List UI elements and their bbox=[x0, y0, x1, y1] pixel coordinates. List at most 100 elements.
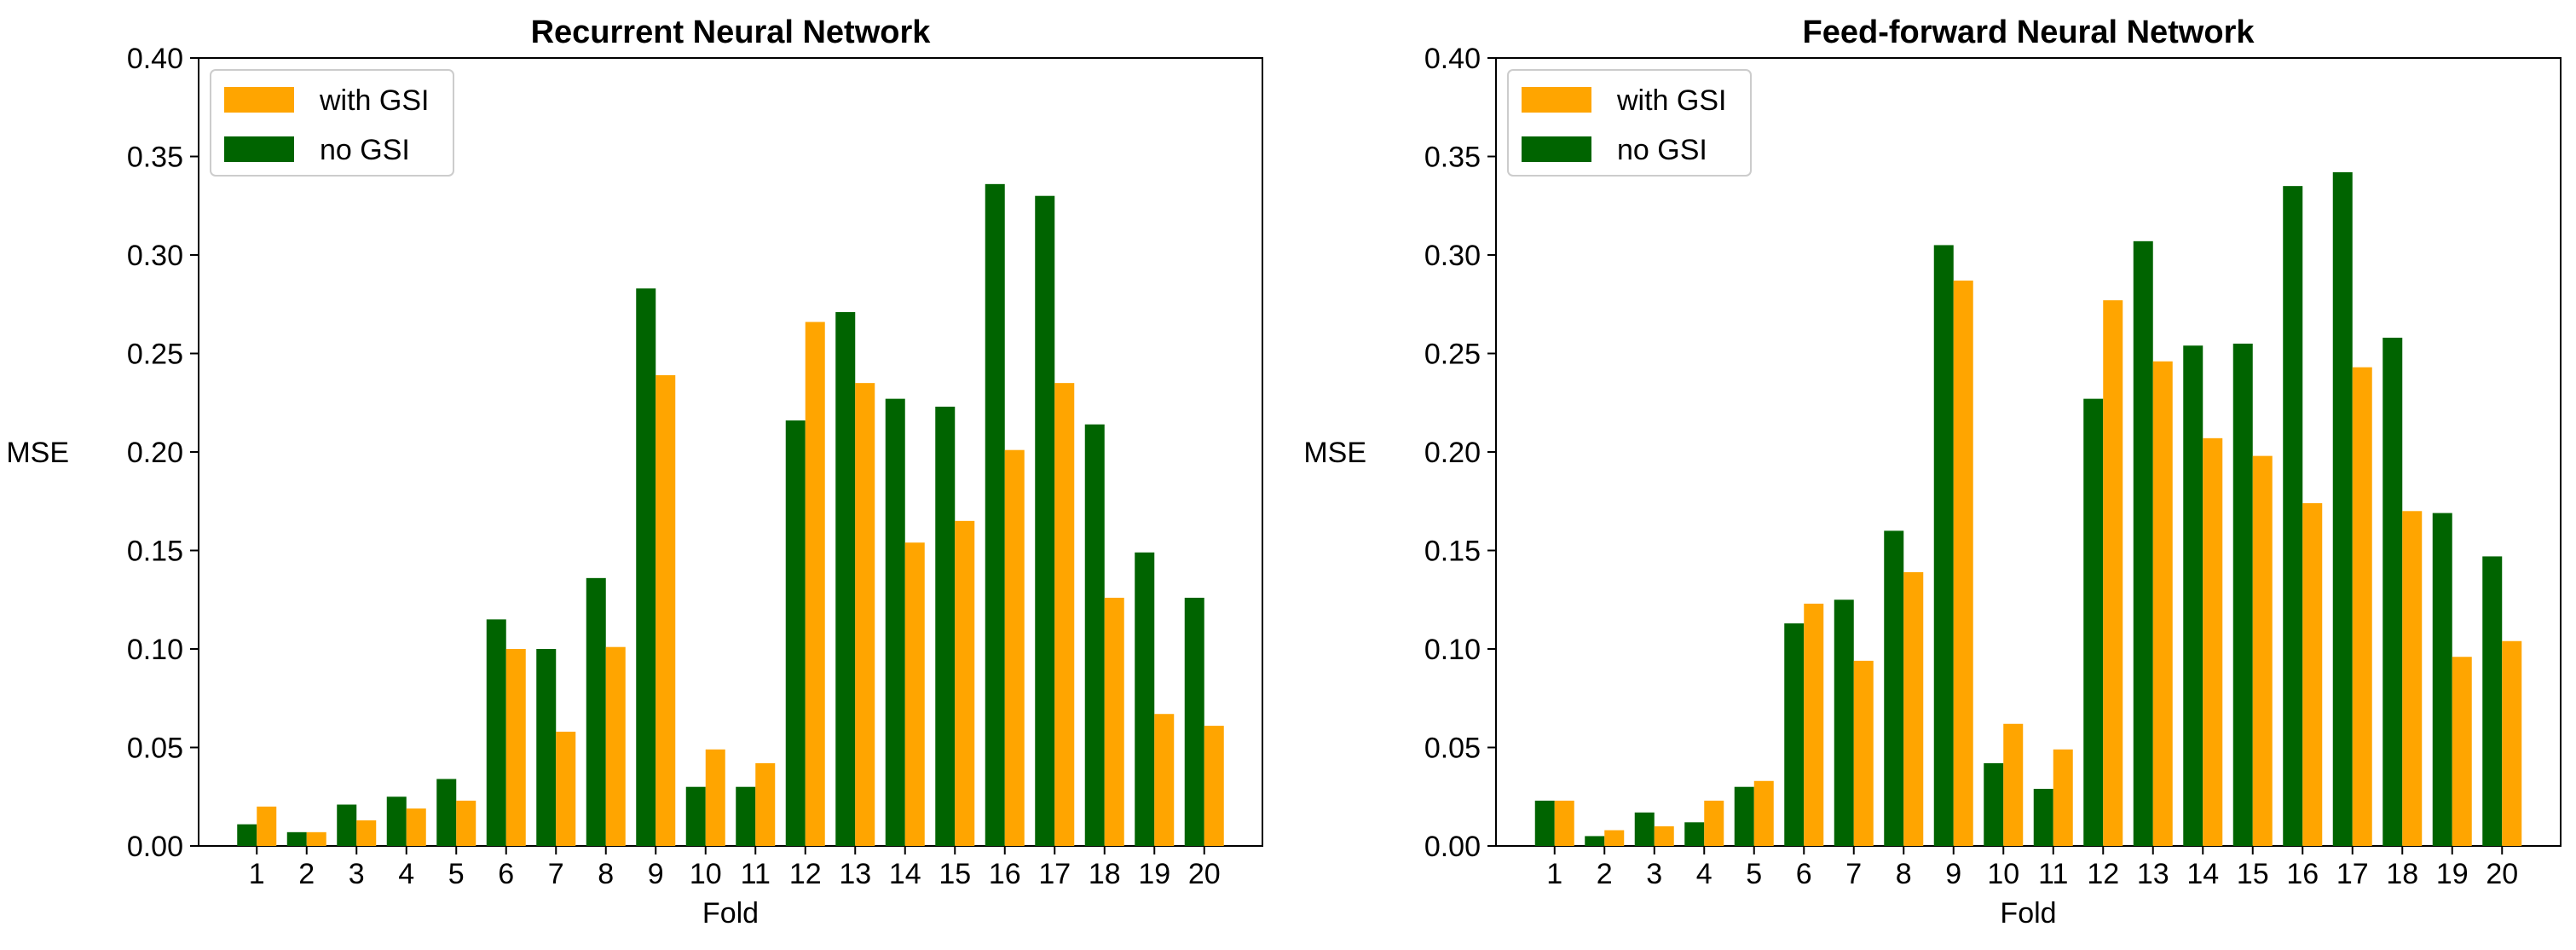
x-tick-label: 17 bbox=[2336, 858, 2369, 890]
x-tick-label: 16 bbox=[2286, 858, 2319, 890]
x-tick-label: 2 bbox=[298, 858, 315, 890]
x-tick-label: 19 bbox=[2436, 858, 2469, 890]
bar-no-gsi-fold-14 bbox=[2183, 345, 2203, 846]
y-tick-label: 0.25 bbox=[1424, 339, 1481, 371]
bar-no-gsi-fold-5 bbox=[1734, 786, 1754, 846]
x-tick-label: 1 bbox=[249, 858, 265, 890]
x-tick-label: 10 bbox=[690, 858, 722, 890]
bar-with-gsi-fold-11 bbox=[755, 762, 776, 846]
bar-with-gsi-fold-17 bbox=[1054, 383, 1075, 846]
bar-no-gsi-fold-9 bbox=[636, 288, 656, 846]
bar-no-gsi-fold-9 bbox=[1933, 245, 1954, 846]
bar-no-gsi-fold-15 bbox=[2232, 343, 2253, 846]
bar-no-gsi-fold-6 bbox=[1784, 623, 1805, 846]
bar-no-gsi-fold-20 bbox=[1184, 597, 1204, 846]
y-tick-label: 0.10 bbox=[127, 634, 183, 666]
x-tick-label: 6 bbox=[1796, 858, 1812, 890]
chart-panel-1: Recurrent Neural Network 0.00 0.05 0.10 0.15… bbox=[6, 14, 1263, 930]
y-axis-label: MSE bbox=[6, 437, 69, 469]
bar-with-gsi-fold-5 bbox=[456, 800, 477, 846]
bar-with-gsi-fold-19 bbox=[2452, 657, 2472, 846]
bar-no-gsi-fold-18 bbox=[2383, 338, 2403, 846]
bar-with-gsi-fold-6 bbox=[1804, 603, 1824, 846]
bar-no-gsi-fold-11 bbox=[736, 786, 756, 846]
x-tick-label: 17 bbox=[1038, 858, 1071, 890]
bar-no-gsi-fold-20 bbox=[2482, 556, 2503, 846]
bar-no-gsi-fold-3 bbox=[337, 804, 357, 846]
x-tick-label: 18 bbox=[1089, 858, 1121, 890]
x-tick-label: 3 bbox=[349, 858, 365, 890]
y-tick-label: 0.20 bbox=[1424, 437, 1481, 469]
x-tick-label: 3 bbox=[1646, 858, 1662, 890]
legend-label: with GSI bbox=[1616, 84, 1726, 117]
bar-with-gsi-fold-13 bbox=[855, 383, 875, 846]
bar-with-gsi-fold-16 bbox=[1004, 449, 1025, 846]
bar-no-gsi-fold-19 bbox=[1135, 552, 1155, 846]
bar-with-gsi-fold-10 bbox=[705, 749, 725, 846]
bar-no-gsi-fold-5 bbox=[436, 779, 457, 846]
x-tick-label: 9 bbox=[648, 858, 664, 890]
bar-with-gsi-fold-4 bbox=[1704, 800, 1724, 846]
x-tick-label: 11 bbox=[2038, 858, 2068, 890]
x-tick-label: 13 bbox=[839, 858, 871, 890]
bar-no-gsi-fold-7 bbox=[536, 649, 557, 846]
bar-with-gsi-fold-7 bbox=[1853, 660, 1874, 846]
bar-no-gsi-fold-13 bbox=[835, 311, 856, 846]
legend-swatch-with-gsi bbox=[224, 87, 294, 113]
bar-no-gsi-fold-2 bbox=[1585, 836, 1605, 846]
bar-no-gsi-fold-4 bbox=[386, 796, 407, 846]
bar-no-gsi-fold-16 bbox=[2283, 186, 2303, 846]
x-tick-label: 19 bbox=[1138, 858, 1170, 890]
legend-label: with GSI bbox=[319, 84, 429, 117]
x-tick-label: 5 bbox=[448, 858, 465, 890]
legend-swatch-no-gsi bbox=[224, 136, 294, 162]
y-tick-label: 0.05 bbox=[1424, 733, 1481, 765]
x-tick-label: 1 bbox=[1546, 858, 1562, 890]
x-tick-label: 2 bbox=[1597, 858, 1613, 890]
legend-swatch-no-gsi bbox=[1522, 136, 1591, 162]
bar-with-gsi-fold-11 bbox=[2053, 749, 2073, 846]
y-tick-label: 0.35 bbox=[1424, 142, 1481, 174]
x-tick-label: 16 bbox=[989, 858, 1021, 890]
y-tick-label: 0.30 bbox=[127, 240, 183, 272]
x-tick-label: 7 bbox=[1845, 858, 1862, 890]
bar-with-gsi-fold-15 bbox=[2252, 455, 2273, 846]
y-tick-label: 0.15 bbox=[127, 536, 183, 568]
legend-label: no GSI bbox=[320, 134, 410, 166]
x-tick-label: 9 bbox=[1945, 858, 1961, 890]
bar-with-gsi-fold-4 bbox=[406, 808, 426, 846]
x-tick-label: 14 bbox=[889, 858, 921, 890]
y-tick-label: 0.00 bbox=[1424, 831, 1481, 863]
chart-title: Recurrent Neural Network bbox=[531, 14, 932, 50]
bar-no-gsi-fold-8 bbox=[586, 577, 606, 846]
x-tick-label: 4 bbox=[1696, 858, 1713, 890]
bar-with-gsi-fold-14 bbox=[904, 542, 925, 846]
bar-with-gsi-fold-6 bbox=[505, 649, 526, 846]
x-tick-label: 18 bbox=[2386, 858, 2418, 890]
y-tick-label: 0.40 bbox=[127, 43, 183, 75]
bar-no-gsi-fold-18 bbox=[1084, 424, 1105, 846]
y-tick-label: 0.00 bbox=[127, 831, 183, 863]
x-tick-label: 7 bbox=[548, 858, 564, 890]
chart-panel-2: Feed-forward Neural Network 0.00 0.05 0.10 0… bbox=[1303, 14, 2562, 930]
bar-no-gsi-fold-17 bbox=[2332, 171, 2353, 847]
bar-with-gsi-fold-19 bbox=[1154, 714, 1175, 846]
bar-with-gsi-fold-16 bbox=[2302, 503, 2323, 846]
bar-with-gsi-fold-1 bbox=[257, 806, 277, 846]
x-tick-label: 13 bbox=[2137, 858, 2169, 890]
bar-with-gsi-fold-20 bbox=[2502, 640, 2522, 846]
bar-with-gsi-fold-13 bbox=[2152, 361, 2173, 846]
bar-no-gsi-fold-16 bbox=[985, 183, 1005, 847]
bar-with-gsi-fold-2 bbox=[1604, 830, 1625, 846]
x-tick-label: 6 bbox=[498, 858, 514, 890]
x-tick-label: 4 bbox=[398, 858, 414, 890]
x-tick-label: 8 bbox=[598, 858, 614, 890]
bar-with-gsi-fold-1 bbox=[1554, 800, 1574, 846]
x-tick-label: 5 bbox=[1746, 858, 1762, 890]
bar-with-gsi-fold-15 bbox=[955, 520, 975, 846]
bar-with-gsi-fold-3 bbox=[356, 820, 377, 846]
legend-label: no GSI bbox=[1617, 134, 1707, 166]
bar-no-gsi-fold-12 bbox=[2083, 398, 2104, 846]
x-tick-label: 15 bbox=[2237, 858, 2269, 890]
